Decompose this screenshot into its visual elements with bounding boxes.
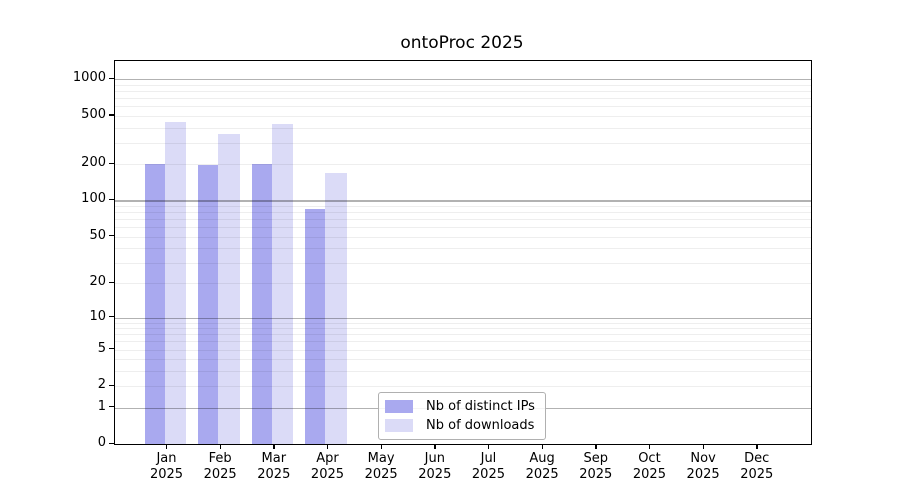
y-tick-mark: [109, 442, 114, 445]
x-tick-mark: [756, 444, 758, 449]
y-tick-mark: [109, 162, 114, 164]
y-tick-mark: [109, 114, 114, 116]
bar-distinct-ips-jan: [144, 164, 165, 445]
y-tick-mark: [109, 384, 114, 387]
y-tick-mark: [109, 281, 114, 284]
bar-downloads-apr: [325, 173, 347, 445]
y-tick-label: 20: [89, 274, 106, 290]
x-tick-mark: [434, 444, 436, 449]
x-tick-mark: [541, 444, 543, 449]
y-tick-label: 200: [81, 155, 106, 171]
minor-gridline: [115, 359, 811, 361]
y-tick-mark: [109, 316, 114, 318]
minor-gridline: [115, 328, 811, 330]
y-tick-label: 5: [97, 340, 106, 356]
y-tick-mark: [109, 348, 114, 350]
y-tick-label: 50: [89, 227, 106, 243]
x-tick-label-sep: Sep 2025: [579, 451, 613, 482]
minor-gridline: [115, 371, 811, 373]
minor-gridline: [115, 84, 811, 86]
minor-gridline: [115, 98, 811, 100]
bar-downloads-feb: [218, 134, 240, 445]
minor-gridline: [115, 212, 811, 214]
downloads-swatch-icon: [385, 418, 413, 432]
minor-gridline: [115, 91, 811, 93]
minor-gridline: [115, 219, 811, 221]
bar-distinct-ips-apr: [305, 208, 326, 445]
x-tick-label-jul: Jul 2025: [471, 451, 505, 482]
x-tick-mark: [595, 444, 597, 449]
minor-gridline: [115, 115, 811, 117]
x-tick-label-nov: Nov 2025: [686, 451, 720, 482]
y-tick-mark: [109, 77, 114, 80]
x-tick-label-dec: Dec 2025: [740, 451, 774, 482]
y-tick-label: 2: [97, 377, 106, 393]
x-tick-label-jun: Jun 2025: [418, 451, 452, 482]
y-tick-label: 500: [81, 106, 106, 122]
y-tick-mark: [109, 198, 114, 201]
legend-item-downloads: Nb of downloads: [385, 417, 537, 433]
y-tick-label: 100: [81, 191, 106, 207]
minor-gridline: [115, 262, 811, 264]
x-tick-mark: [487, 444, 490, 449]
legend: Nb of distinct IPs Nb of downloads: [378, 392, 546, 440]
bar-downloads-jan: [164, 121, 186, 445]
minor-gridline: [115, 386, 811, 388]
plot-area: [114, 60, 812, 445]
x-tick-label-apr: Apr 2025: [310, 451, 345, 482]
minor-gridline: [115, 283, 811, 285]
minor-gridline: [115, 322, 811, 324]
y-tick-label: 1000: [72, 70, 106, 86]
major-gridline: [115, 317, 811, 319]
x-tick-label-jan: Jan 2025: [149, 451, 184, 482]
chart-title: ontoProc 2025: [400, 33, 524, 53]
minor-gridline: [115, 106, 811, 108]
x-tick-mark: [166, 444, 168, 449]
major-gridline: [115, 200, 811, 202]
minor-gridline: [115, 164, 811, 166]
x-tick-label-mar: Mar 2025: [257, 451, 291, 482]
minor-gridline: [115, 227, 811, 229]
minor-gridline: [115, 205, 811, 207]
minor-gridline: [115, 127, 811, 129]
x-tick-label-feb: Feb 2025: [203, 451, 237, 482]
minor-gridline: [115, 248, 811, 250]
x-tick-label-oct: Oct 2025: [632, 451, 666, 482]
x-tick-mark: [326, 444, 329, 449]
y-tick-label: 0: [97, 435, 106, 451]
y-tick-label: 10: [89, 308, 106, 324]
distinct-ips-swatch-icon: [385, 399, 413, 413]
legend-label-distinct-ips: Nb of distinct IPs: [426, 398, 535, 414]
x-tick-mark: [273, 444, 275, 449]
minor-gridline: [115, 349, 811, 351]
bar-downloads-mar: [271, 123, 294, 445]
legend-label-downloads: Nb of downloads: [426, 417, 535, 433]
bar-distinct-ips-mar: [251, 164, 272, 445]
x-tick-mark: [380, 444, 382, 449]
minor-gridline: [115, 341, 811, 343]
x-tick-label-may: May 2025: [364, 451, 398, 482]
x-tick-mark: [219, 444, 221, 449]
y-tick-label: 1: [97, 398, 106, 414]
minor-gridline: [115, 236, 811, 238]
minor-gridline: [115, 334, 811, 336]
x-tick-mark: [702, 444, 704, 449]
major-gridline: [115, 79, 811, 81]
bar-distinct-ips-feb: [198, 165, 219, 445]
minor-gridline: [115, 142, 811, 144]
legend-item-distinct-ips: Nb of distinct IPs: [385, 398, 537, 414]
x-tick-mark: [648, 444, 651, 449]
y-tick-mark: [109, 235, 114, 237]
y-tick-mark: [109, 406, 114, 408]
x-tick-label-aug: Aug 2025: [525, 451, 559, 482]
